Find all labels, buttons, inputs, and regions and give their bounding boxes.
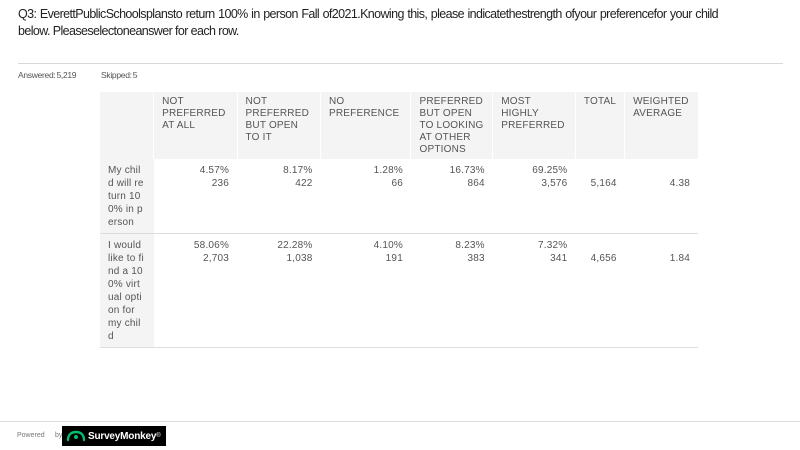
row-label: My child will return 100% in person: [100, 159, 154, 234]
cell-count: 383: [467, 253, 485, 264]
column-header: PREFERRED BUT OPEN TO LOOKING AT OTHER O…: [410, 92, 493, 159]
cell-count: 191: [385, 253, 403, 264]
weighted-average-value: 1.84: [669, 253, 690, 264]
table-cell: 69.25% 3,576: [492, 159, 576, 234]
table-row: My child will return 100% in person 4.57…: [100, 159, 698, 234]
cell-percent: 58.06%: [193, 240, 230, 251]
skipped-value: 5: [132, 70, 138, 80]
column-header: MOST HIGHLY PREFERRED: [492, 92, 576, 159]
column-header: TOTAL: [574, 92, 625, 159]
total-value: 4,656: [590, 253, 617, 264]
total-cell: 4,656: [575, 233, 625, 348]
cell-count: 1,038: [286, 253, 313, 264]
column-header: WEIGHTED AVERAGE: [624, 92, 698, 159]
cell-count: 864: [467, 178, 485, 189]
weighted-average-value: 4.38: [669, 178, 690, 189]
table-cell: 4.57% 236: [153, 159, 238, 234]
brand-name: SurveyMonkey: [88, 430, 157, 442]
by-text: by: [55, 432, 63, 439]
table-cell: 7.32% 341: [492, 233, 576, 348]
question-text: Q3: EverettPublicSchoolsplansto return 1…: [18, 7, 719, 38]
table-cell: 8.17% 422: [237, 159, 321, 234]
total-cell: 5,164: [575, 159, 625, 234]
table-cell: 1.28% 66: [320, 159, 411, 234]
table-cell: 4.10% 191: [320, 233, 411, 348]
answered-count: Answered:5,219: [18, 70, 77, 80]
cell-percent: 8.17%: [283, 165, 313, 176]
header-divider: [18, 63, 783, 64]
table-row: I would like to find a 100% virtual opti…: [100, 233, 698, 348]
cell-percent: 69.25%: [532, 165, 568, 176]
cell-percent: 4.57%: [199, 165, 230, 176]
response-matrix-table: NOT PREFERRED AT ALL NOT PREFERRED BUT O…: [100, 92, 698, 348]
cell-percent: 1.28%: [373, 165, 403, 176]
cell-count: 422: [295, 178, 313, 189]
column-header: NOT PREFERRED BUT OPEN TO IT: [236, 92, 321, 159]
powered-text: Powered: [17, 432, 45, 439]
skipped-label: Skipped:: [101, 70, 132, 80]
weighted-average-cell: 4.38: [624, 159, 698, 234]
table-cell: 22.28% 1,038: [237, 233, 321, 348]
cell-count: 2,703: [203, 253, 230, 264]
footer-divider: [0, 421, 800, 422]
cell-count: 236: [211, 178, 230, 189]
row-label: I would like to find a 100% virtual opti…: [100, 233, 154, 348]
cell-percent: 22.28%: [277, 240, 313, 251]
weighted-average-cell: 1.84: [624, 233, 698, 348]
table-header-row: NOT PREFERRED AT ALL NOT PREFERRED BUT O…: [100, 92, 698, 159]
column-header: NOT PREFERRED AT ALL: [153, 92, 238, 159]
answered-value: 5,219: [56, 70, 77, 80]
cell-count: 66: [391, 178, 403, 189]
monkey-logo-icon: [66, 430, 86, 442]
skipped-count: Skipped:5: [101, 70, 137, 80]
cell-percent: 8.23%: [455, 240, 485, 251]
answered-label: Answered:: [18, 70, 56, 80]
table-cell: 16.73% 864: [410, 159, 493, 234]
column-header: NO PREFERENCE: [320, 92, 411, 159]
cell-percent: 16.73%: [449, 165, 485, 176]
cell-percent: 7.32%: [538, 240, 568, 251]
table-cell: 8.23% 383: [410, 233, 493, 348]
cell-percent: 4.10%: [373, 240, 403, 251]
corner-cell: [100, 92, 154, 159]
registered-mark: ®: [156, 433, 161, 439]
cell-count: 3,576: [541, 178, 568, 189]
surveymonkey-logo[interactable]: SurveyMonkey ®: [62, 426, 166, 446]
cell-count: 341: [550, 253, 568, 264]
total-value: 5,164: [590, 178, 617, 189]
table-cell: 58.06% 2,703: [153, 233, 238, 348]
